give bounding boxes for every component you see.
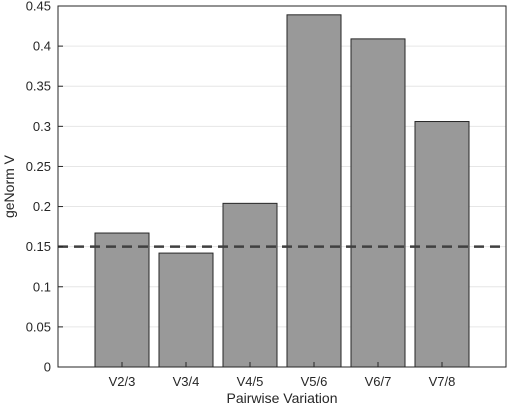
x-tick-label: V4/5 — [237, 374, 264, 389]
x-tick-label: V7/8 — [429, 374, 456, 389]
bar — [414, 121, 470, 368]
y-tick-label: 0.2 — [33, 199, 51, 214]
bar — [350, 38, 406, 368]
bar — [222, 202, 278, 368]
bar — [94, 232, 150, 368]
y-tick-label: 0.25 — [26, 159, 51, 174]
x-axis-title: Pairwise Variation — [226, 390, 337, 406]
y-tick-label: 0.35 — [26, 79, 51, 94]
x-tick-label: V2/3 — [109, 374, 136, 389]
x-tick-label: V6/7 — [365, 374, 392, 389]
x-tick-label: V3/4 — [173, 374, 200, 389]
y-tick-label: 0.3 — [33, 119, 51, 134]
y-tick-label: 0.45 — [26, 0, 51, 14]
y-tick-label: 0.4 — [33, 39, 51, 54]
y-tick-label: 0 — [44, 360, 51, 375]
x-axis-ticks: V2/3 V3/4 V4/5 V5/6 V6/7 V7/8 — [109, 362, 456, 389]
y-tick-label: 0.15 — [26, 239, 51, 254]
y-axis-ticks: 0 0.05 0.1 0.15 0.2 0.25 0.3 0.35 0.4 0.45 — [26, 0, 63, 375]
y-tick-label: 0.05 — [26, 319, 51, 334]
plot-frame — [57, 5, 507, 368]
x-tick-label: V5/6 — [301, 374, 328, 389]
bar — [286, 14, 342, 368]
bar — [158, 252, 214, 368]
y-axis-title: geNorm V — [1, 154, 17, 218]
y-tick-label: 0.1 — [33, 279, 51, 294]
bars — [94, 14, 470, 368]
